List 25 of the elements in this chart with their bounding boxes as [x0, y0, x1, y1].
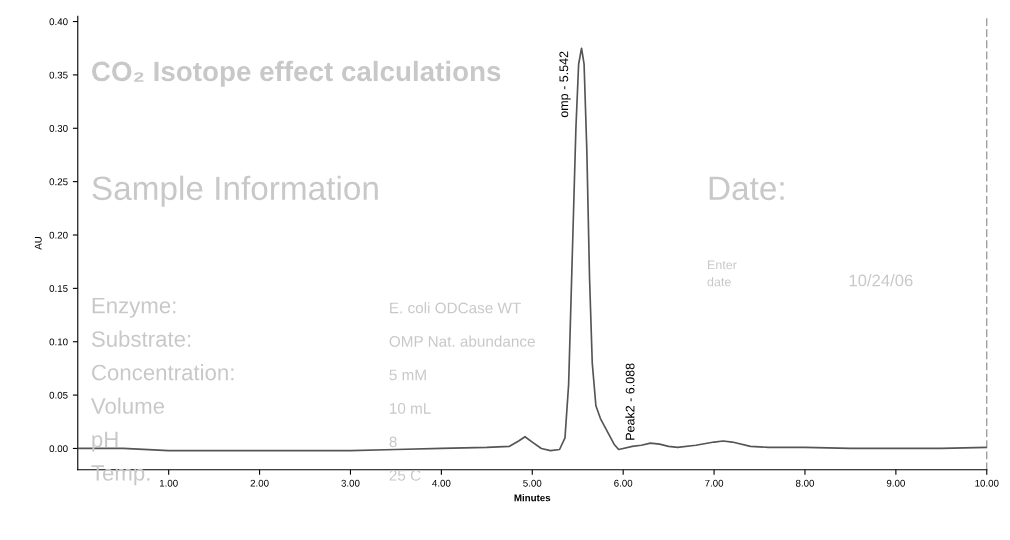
y-tick-label: 0.30: [49, 125, 68, 132]
y-tick-label: 0.40: [49, 18, 68, 26]
x-tick-label: 6.00: [614, 479, 633, 487]
y-axis-title: AU: [34, 237, 42, 250]
y-tick-label: 0.15: [49, 285, 68, 292]
x-tick-label: 5.00: [523, 479, 542, 487]
y-tick-label: 0.25: [49, 178, 68, 186]
y-tick-label: 0.05: [49, 391, 68, 399]
x-tick-label: 9.00: [886, 479, 905, 487]
y-tick-label: 0.10: [49, 338, 68, 346]
x-tick-label: 2.00: [250, 479, 269, 487]
annotation: omp - 5.542: [559, 51, 571, 118]
x-tick-label: 10.00: [975, 479, 999, 487]
y-tick-label: 0.20: [49, 231, 68, 239]
x-tick-label: 8.00: [795, 479, 815, 487]
x-tick-label: 7.00: [705, 479, 724, 487]
y-tick-label: 0.35: [49, 71, 68, 79]
annotation: Peak2 - 6.088: [625, 363, 635, 440]
x-axis-title: Minutes: [514, 494, 551, 502]
y-tick-label: 0.00: [49, 445, 68, 453]
x-tick-label: 1.00: [159, 479, 178, 487]
line-series: [77, 47, 987, 452]
annotation: Temp.: [91, 465, 150, 486]
x-tick-label: 3.00: [341, 479, 360, 487]
x-tick-label: 4.00: [432, 479, 451, 487]
